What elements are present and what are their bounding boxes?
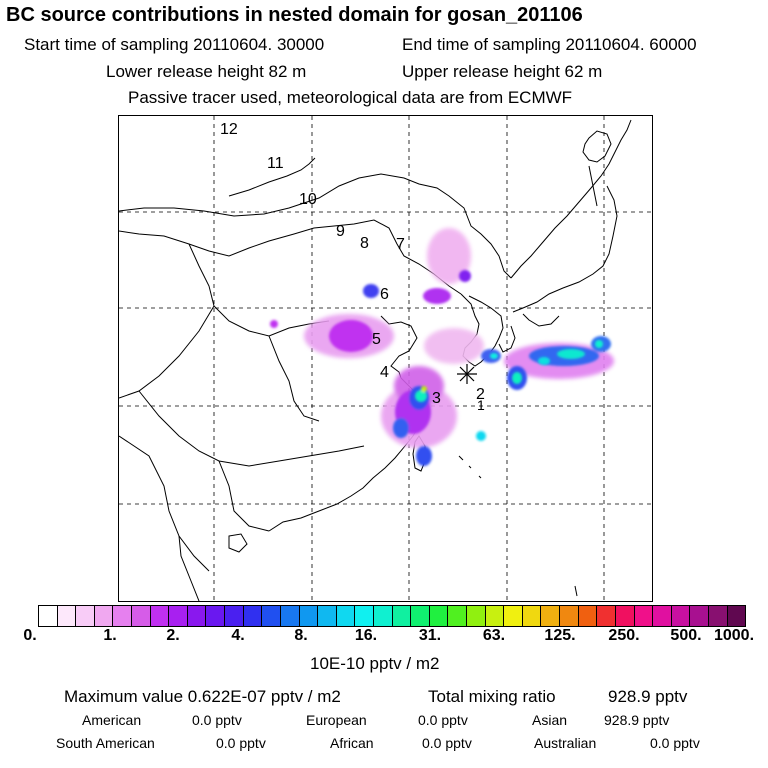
colorbar-segment [76,606,95,626]
colorbar-tick-4: 4. [231,627,245,644]
colorbar-segment [448,606,468,626]
colorbar-segment [373,606,393,626]
colorbar-segment [392,606,412,626]
region-european-value: 0.0 pptv [418,712,468,728]
colorbar-segment [243,606,263,626]
colorbar-segment [560,606,579,626]
tracer-note: Passive tracer used, meteorological data… [128,88,573,107]
colorbar-segment [597,606,616,626]
traj-label-6: 6 [380,286,389,303]
plot-title: BC source contributions in nested domain… [6,4,583,26]
colorbar-segment [653,606,672,626]
region-american-value: 0.0 pptv [192,712,242,728]
traj-label-3: 3 [432,390,441,407]
colorbar-tick-1000: 1000. [713,627,755,644]
colorbar [38,605,746,627]
colorbar-tick-500: 500. [670,627,702,644]
colorbar-segment [94,606,114,626]
total-mixing-ratio-label: Total mixing ratio [428,687,556,706]
end-time-label: End time of sampling 20110604. 60000 [402,35,697,54]
colorbar-tick-16: 16. [354,627,378,644]
colorbar-tick-2: 2. [166,627,180,644]
colorbar-tick-1: 1. [103,627,117,644]
colorbar-segment [336,606,356,626]
colorbar-segment [299,606,319,626]
colorbar-segment [429,606,449,626]
region-south-american-value: 0.0 pptv [216,735,266,751]
colorbar-segment [485,606,505,626]
traj-label-1: 1 [477,397,485,413]
colorbar-tick-8: 8. [294,627,308,644]
region-african-value: 0.0 pptv [422,735,472,751]
colorbar-segment [727,606,746,626]
region-asian-name: Asian [532,712,568,728]
gosan-receptor-star [457,364,477,384]
colorbar-tick-125: 125. [544,627,576,644]
colorbar-segment [169,606,188,626]
colorbar-segment [541,606,561,626]
trajectory-labels: 12 11 10 9 8 7 6 5 4 3 2 1 [220,121,485,413]
colorbar-segment [150,606,170,626]
colorbar-segment [522,606,542,626]
colorbar-segment [708,606,728,626]
traj-label-9: 9 [336,223,345,240]
colorbar-segment [671,606,691,626]
colorbar-segment [262,606,281,626]
colorbar-segment [280,606,300,626]
region-australian-value: 0.0 pptv [650,735,700,751]
colorbar-tick-63: 63. [482,627,506,644]
total-mixing-ratio-value: 928.9 pptv [608,687,688,706]
traj-label-5: 5 [372,331,381,348]
region-african-name: African [330,735,374,751]
region-south-american-name: South American [56,735,155,751]
upper-release-height-label: Upper release height 62 m [402,62,603,81]
colorbar-segment [206,606,226,626]
region-american-name: American [82,712,142,728]
region-australian-name: Australian [534,735,597,751]
start-time-label: Start time of sampling 20110604. 30000 [24,35,325,54]
region-asian-value: 928.9 pptv [604,712,670,728]
map-panel: 12 11 10 9 8 7 6 5 4 3 2 1 [118,115,653,602]
traj-label-4: 4 [380,364,389,381]
colorbar-segment [578,606,598,626]
colorbar-segment [355,606,374,626]
traj-label-12: 12 [220,121,238,138]
colorbar-segment [132,606,151,626]
colorbar-tick-0: 0. [23,627,37,644]
colorbar-segment [113,606,133,626]
colorbar-segment [225,606,244,626]
traj-label-8: 8 [360,235,369,252]
colorbar-segment [318,606,337,626]
traj-label-7: 7 [396,236,405,253]
region-european-name: European [306,712,367,728]
traj-label-10: 10 [299,191,317,208]
traj-label-2: 2 [476,386,485,403]
sensitivity-field [270,228,614,466]
traj-label-11: 11 [267,155,284,172]
colorbar-segment [690,606,709,626]
coastlines [119,119,632,601]
colorbar-segment [467,606,486,626]
colorbar-tick-31: 31. [418,627,442,644]
colorbar-segment [411,606,430,626]
colorbar-segment [187,606,207,626]
maximum-value: Maximum value 0.622E-07 pptv / m2 [64,687,341,706]
colorbar-segment [615,606,635,626]
colorbar-segment [634,606,654,626]
map-svg: 12 11 10 9 8 7 6 5 4 3 2 1 [119,116,652,601]
colorbar-segment [39,606,58,626]
colorbar-tick-250: 250. [608,627,640,644]
colorbar-segment [504,606,523,626]
colorbar-segment [57,606,77,626]
colorbar-unit: 10E-10 pptv / m2 [310,654,440,673]
lower-release-height-label: Lower release height 82 m [106,62,307,81]
